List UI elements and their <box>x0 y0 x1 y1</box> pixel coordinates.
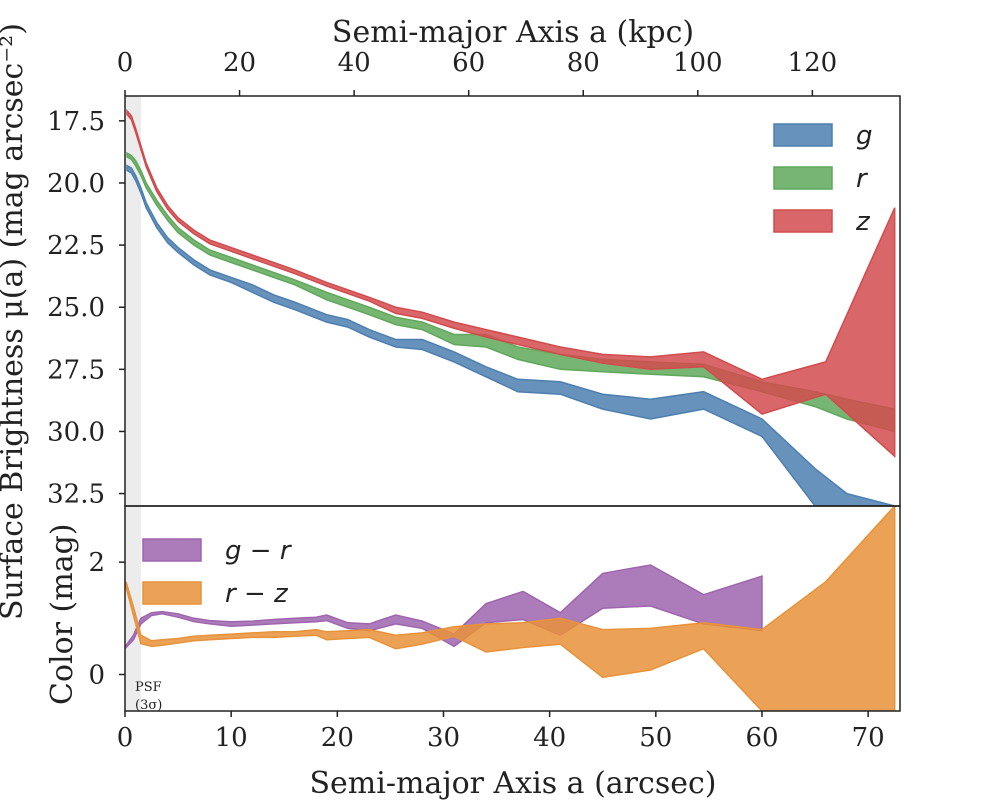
legend-swatch <box>773 123 833 147</box>
legend-label: r − z <box>225 579 289 609</box>
top-x-tick-label: 120 <box>788 48 838 78</box>
top-x-tick-label: 40 <box>338 48 371 78</box>
color-panel <box>125 506 896 711</box>
legend-swatch <box>773 166 833 190</box>
legend-layer: grz g − r r − z <box>142 121 873 609</box>
psf-region-layer <box>125 96 141 711</box>
band-z <box>126 108 896 458</box>
y-tick-label-surface-brightness: 27.5 <box>47 355 105 385</box>
top-x-axis-label: Semi-major Axis a (kpc) <box>332 15 694 50</box>
psf-sigma-label: (3σ) <box>135 698 162 713</box>
y-axis-label-color: Color (mag) <box>45 524 80 706</box>
x-tick-label: 20 <box>321 723 354 753</box>
x-tick-label: 30 <box>427 723 460 753</box>
psf-label: PSF <box>135 680 162 695</box>
top-x-tick-label: 100 <box>673 48 723 78</box>
top-x-tick-label: 20 <box>223 48 256 78</box>
y-tick-label-color: 2 <box>88 548 105 578</box>
y-tick-label-surface-brightness: 20.0 <box>47 169 105 199</box>
y-tick-label-color: 0 <box>88 660 105 690</box>
legend-label: r <box>856 164 869 194</box>
axes-layer <box>124 95 901 712</box>
legend-label: g − r <box>225 536 293 566</box>
x-axis-label: Semi-major Axis a (arcsec) <box>310 766 717 800</box>
top-x-tick-label: 0 <box>117 48 134 78</box>
legend-swatch <box>142 538 202 562</box>
y-axis-label-surface-brightness: Surface Brightness μ(a) (mag arcsec⁻²) <box>0 23 30 620</box>
x-tick-label: 60 <box>745 723 778 753</box>
x-tick-label: 0 <box>117 723 134 753</box>
band-rz <box>125 506 896 711</box>
y-tick-label-surface-brightness: 32.5 <box>47 480 105 510</box>
x-tick-label: 10 <box>215 723 248 753</box>
legend-swatch <box>142 581 202 605</box>
top-x-tick-label: 80 <box>567 48 600 78</box>
y-tick-label-surface-brightness: 30.0 <box>47 417 105 447</box>
surface-brightness-panel <box>126 108 896 506</box>
x-tick-label: 40 <box>533 723 566 753</box>
y-tick-label-surface-brightness: 22.5 <box>47 231 105 261</box>
psf-shaded-region <box>125 96 141 711</box>
legend-swatch <box>773 209 833 233</box>
top-x-tick-label: 60 <box>452 48 485 78</box>
x-tick-label: 70 <box>852 723 885 753</box>
y-tick-label-surface-brightness: 25.0 <box>47 293 105 323</box>
band-g <box>126 164 895 506</box>
legend-label: z <box>855 207 871 237</box>
x-tick-label: 50 <box>639 723 672 753</box>
legend-label: g <box>856 121 873 151</box>
bottom-panel-frame <box>124 505 901 712</box>
y-tick-label-surface-brightness: 17.5 <box>47 107 105 137</box>
